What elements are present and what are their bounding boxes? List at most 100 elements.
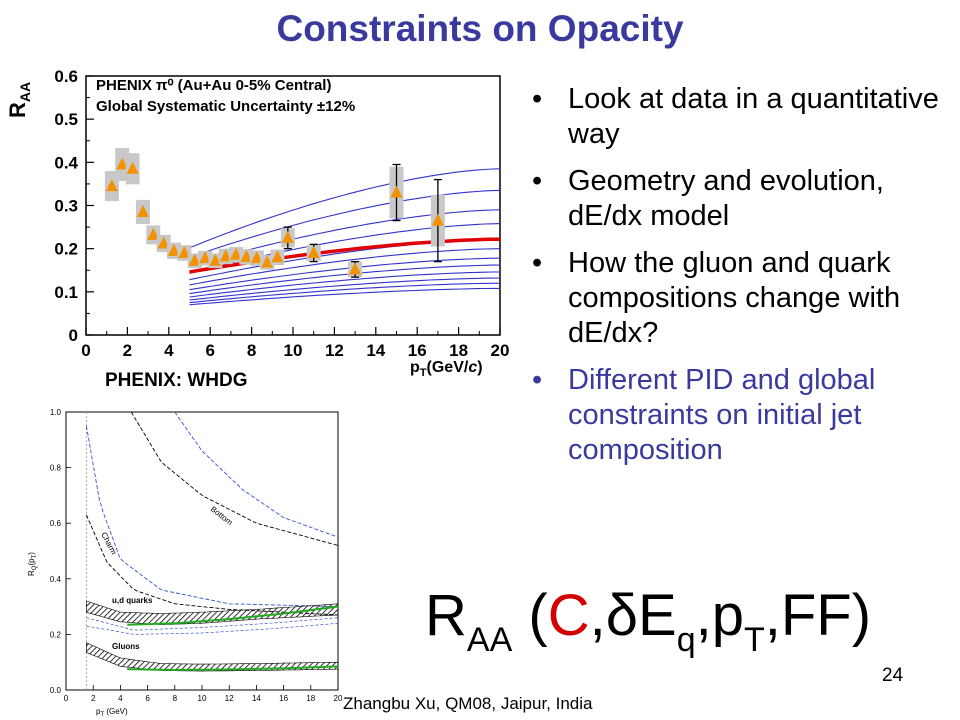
ud-green-curve <box>127 605 339 626</box>
bottom-annotation: Bottom <box>209 504 235 527</box>
x-tick-label: 4 <box>164 341 174 360</box>
charm-curve <box>85 425 339 608</box>
gluons-annotation: Gluons <box>112 642 140 651</box>
x-tick-label: 18 <box>449 341 468 360</box>
data-point <box>349 262 362 275</box>
theory-curve <box>189 257 500 291</box>
x-tick-label: 10 <box>198 694 207 703</box>
bullet-item: Geometry and evolution, dE/dx model <box>528 164 958 234</box>
x-tick-label: 0 <box>64 694 69 703</box>
x-tick-label: 6 <box>205 341 214 360</box>
data-point <box>126 161 139 174</box>
x-tick-label: 6 <box>145 694 150 703</box>
data-point <box>157 236 170 249</box>
theory-curve <box>189 168 501 249</box>
y-tick-label: 1.0 <box>50 408 62 417</box>
x-tick-label: 18 <box>306 694 315 703</box>
theory-curve <box>189 271 500 298</box>
bottom-curve <box>130 411 339 546</box>
legend-entry: PHENIX π⁰ (Au+Au 0-5% Central) <box>96 77 331 94</box>
slide-title: Constraints on Opacity <box>276 8 684 49</box>
x-tick-label: 14 <box>366 341 385 360</box>
ud-annotation: u,d quarks <box>112 596 153 605</box>
x-tick-label: 10 <box>284 341 303 360</box>
data-point <box>281 230 294 243</box>
x-tick-label: 2 <box>91 694 96 703</box>
raa-formula: RAA (C,δEq,pT,FF) <box>425 582 871 660</box>
formula-c: C <box>547 583 590 648</box>
data-point <box>105 179 118 192</box>
data-point <box>230 247 243 260</box>
x-tick-label: 12 <box>225 694 234 703</box>
theory-curve <box>189 248 501 286</box>
formula-delta: δ <box>605 583 638 648</box>
data-point <box>261 255 274 268</box>
ud-dashed-curve <box>86 617 339 631</box>
bullet-item: Look at data in a quantitative way <box>528 82 958 152</box>
x-tick-label: 12 <box>325 341 344 360</box>
y-tick-label: 0.2 <box>50 630 62 639</box>
theory-curve <box>189 282 501 304</box>
bullet-item: How the gluon and quark compositions cha… <box>528 246 958 351</box>
data-point <box>219 249 232 262</box>
data-point <box>240 249 253 262</box>
x-tick-label: 16 <box>408 341 427 360</box>
x-tick-label: 0 <box>81 341 90 360</box>
gluon-green-curve <box>127 665 339 671</box>
legend-entry: Global Systematic Uncertainty ±12% <box>96 98 355 115</box>
theory-curve <box>189 287 500 306</box>
ud-quark-band <box>86 600 339 625</box>
whdg-label: PHENIX: WHDG <box>105 370 248 391</box>
data-point <box>199 251 212 264</box>
plot-frame <box>65 411 339 691</box>
formula-t: T <box>743 621 765 659</box>
y-tick-label: 0.1 <box>54 283 78 302</box>
formula-aa: AA <box>466 621 513 659</box>
x-tick-label: 20 <box>491 341 510 360</box>
x-tick-label: 16 <box>279 694 288 703</box>
y-tick-label: 0.5 <box>54 110 78 129</box>
bullet-item-highlight: Different PID and global constraints on … <box>528 363 958 468</box>
x-tick-label: 4 <box>118 694 123 703</box>
y-tick-label: 0.6 <box>54 67 78 86</box>
data-point <box>167 243 180 256</box>
formula-r: R <box>425 583 467 648</box>
data-point <box>307 245 320 258</box>
data-point <box>431 213 444 226</box>
formula-pt: ,p <box>695 583 744 648</box>
y-axis-label: RAA <box>5 82 33 118</box>
phenix-raa-plot: 0 0.1 0.2 0.3 0.4 0.5 0.6 0 2 4 6 8 10 12 14 16 18 20 RAA p… <box>5 67 510 379</box>
y-tick-label: 0.4 <box>54 153 78 172</box>
y-tick-label: 0.0 <box>50 686 62 695</box>
data-point <box>136 204 149 217</box>
formula-ff: ,FF) <box>764 583 872 648</box>
data-point <box>271 250 284 263</box>
bottom-curve <box>174 411 339 538</box>
formula-comma: , <box>589 583 606 648</box>
theory-curve <box>189 264 500 295</box>
bullet-list: Look at data in a quantitative way Geome… <box>528 82 958 480</box>
whdg-rq-plot: 0.0 0.2 0.4 0.6 0.8 1.0 0 2 4 6 8 10 12 14 16 18 20 RQ(pT… <box>27 408 343 718</box>
page-number: 24 <box>882 665 904 686</box>
y-tick-label: 0.2 <box>54 240 78 259</box>
y-tick-label: 0.4 <box>50 575 62 584</box>
x-axis-label: pT(GeV/c) <box>410 359 483 379</box>
data-point <box>188 253 201 266</box>
x-tick-label: 14 <box>252 694 261 703</box>
x-tick-label: 20 <box>334 694 343 703</box>
y-axis-label: RQ(pT) <box>27 552 38 576</box>
x-tick-label: 8 <box>247 341 256 360</box>
x-axis-label: pT (GeV) <box>96 707 128 718</box>
y-tick-label: 0.6 <box>50 519 62 528</box>
formula-e: E <box>638 583 677 648</box>
data-point <box>209 253 222 266</box>
theory-curve <box>189 189 501 258</box>
y-tick-label: 0 <box>69 326 78 345</box>
data-point <box>178 245 191 258</box>
formula-q: q <box>676 621 696 659</box>
x-tick-label: 8 <box>173 694 178 703</box>
data-point <box>390 185 403 198</box>
footer-credit: Zhangbu Xu, QM08, Jaipur, India <box>343 694 593 713</box>
charm-annotation: Charm <box>99 531 118 557</box>
formula-open: ( <box>512 583 548 648</box>
